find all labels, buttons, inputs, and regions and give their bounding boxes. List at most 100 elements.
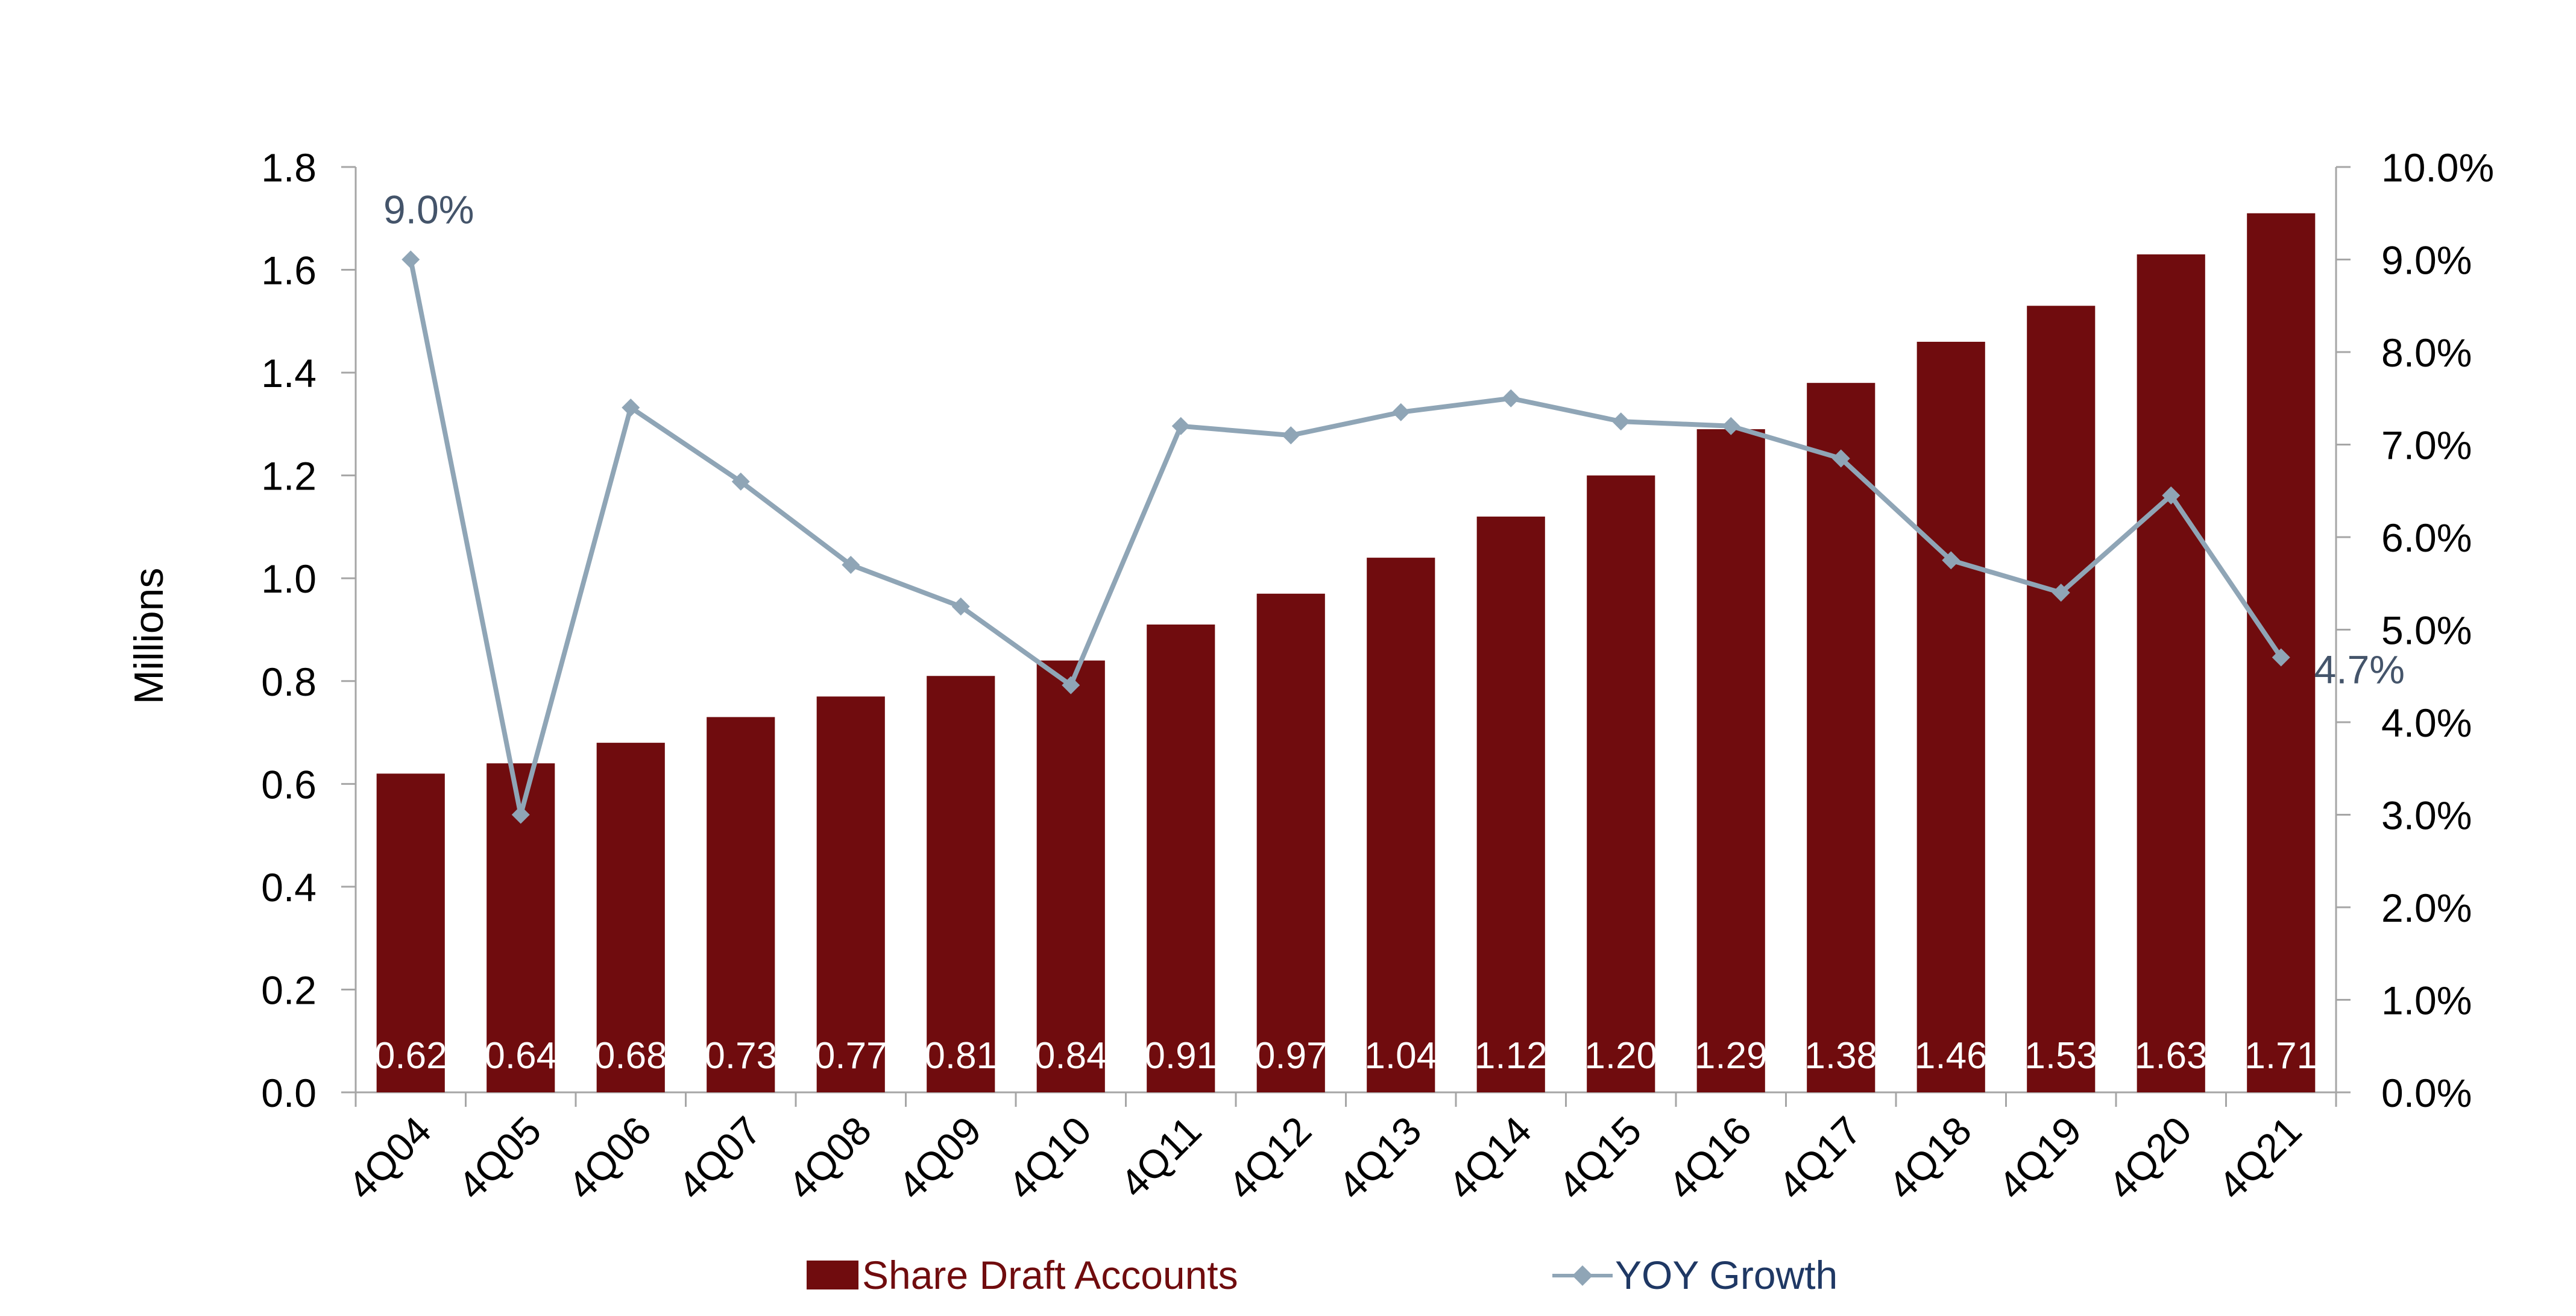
bar-data-label: 1.46 <box>1915 1035 1988 1077</box>
bar <box>1476 516 1545 1092</box>
x-axis-tick-labels: 4Q04 4Q05 4Q06 4Q07 4Q08 4Q09 4Q10 4Q11 4Q12 4Q13… <box>339 1108 2310 1209</box>
line-point-marker <box>2162 486 2181 505</box>
bar <box>1807 383 1875 1092</box>
y-right-tick-label: 10.0% <box>2381 145 2494 190</box>
legend-swatch-bar <box>807 1261 858 1289</box>
line-data-label: 9.0% <box>383 187 474 232</box>
x-tick-label: 4Q07 <box>669 1108 770 1209</box>
bar-data-label: 1.71 <box>2244 1035 2317 1077</box>
bar <box>2137 254 2205 1093</box>
x-tick-label: 4Q21 <box>2209 1108 2310 1209</box>
x-tick-label: 4Q05 <box>449 1108 550 1209</box>
y-right-tick-label: 3.0% <box>2381 793 2472 838</box>
bar <box>1696 429 1765 1092</box>
line-point-marker <box>1611 412 1630 431</box>
y-left-tick-label: 0.2 <box>261 968 316 1012</box>
bar <box>816 696 885 1092</box>
legend-label-share-draft-accounts: Share Draft Accounts <box>862 1253 1238 1297</box>
chart-legend: Share Draft Accounts YOY Growth <box>0 1251 2576 1299</box>
line-point-marker <box>1062 676 1080 694</box>
y-left-tick-label: 1.2 <box>261 454 316 499</box>
x-tick-label: 4Q14 <box>1440 1108 1540 1209</box>
bar-data-label: 0.91 <box>1144 1035 1217 1077</box>
bar-data-label: 0.81 <box>924 1035 997 1077</box>
y-right-tick-label: 8.0% <box>2381 330 2472 375</box>
bar <box>376 773 445 1092</box>
line-point-marker <box>1502 389 1520 408</box>
bar <box>1147 624 1215 1092</box>
bar <box>2027 306 2096 1092</box>
line-point-marker <box>511 805 530 824</box>
y-left-tick-label: 1.0 <box>261 556 316 601</box>
y-left-tick-label: 0.4 <box>261 865 316 910</box>
legend-item-share-draft-accounts: Share Draft Accounts <box>807 1251 1238 1299</box>
yoy-growth-line <box>408 259 2284 817</box>
bar-series <box>376 213 2316 1093</box>
line-point-marker <box>2272 648 2290 667</box>
y-left-tick-label: 1.8 <box>261 145 316 190</box>
bar-data-label: 1.20 <box>1584 1035 1657 1077</box>
x-tick-label: 4Q13 <box>1329 1108 1430 1209</box>
legend-swatch-line <box>1552 1261 1613 1289</box>
y-right-tick-label: 6.0% <box>2381 515 2472 560</box>
y-left-tick-label: 0.6 <box>261 762 316 807</box>
bar-data-label: 0.62 <box>374 1035 447 1077</box>
bar <box>1916 341 1985 1092</box>
line-series: 9.0% 4.7% <box>383 187 2405 824</box>
bar-data-label: 1.53 <box>2024 1035 2097 1077</box>
x-tick-label: 4Q08 <box>779 1108 880 1209</box>
chart-axes: 0.0 0.2 0.4 0.6 0.8 1.0 1.2 1.4 1.6 1.8 0.0% 1.0% 2.… <box>261 145 2494 1115</box>
bar-data-label: 1.29 <box>1695 1035 1768 1077</box>
x-tick-label: 4Q04 <box>339 1108 440 1209</box>
line-point-marker <box>1391 403 1410 421</box>
bar-data-label: 0.68 <box>594 1035 667 1077</box>
x-tick-label: 4Q15 <box>1549 1108 1650 1209</box>
line-point-marker <box>842 556 860 575</box>
line-point-marker <box>1942 551 1960 570</box>
bar-data-label: 0.84 <box>1034 1035 1107 1077</box>
bar-data-label: 0.73 <box>704 1035 777 1077</box>
y-right-tick-label: 0.0% <box>2381 1071 2472 1115</box>
y-right-tick-label: 9.0% <box>2381 238 2472 283</box>
line-point-marker <box>402 250 420 269</box>
x-tick-label: 4Q17 <box>1769 1108 1870 1209</box>
bar-data-labels: 0.62 0.64 0.68 0.73 0.77 0.81 0.84 0.91 0.97 1.04… <box>374 1035 2317 1077</box>
bar-data-label: 1.38 <box>1804 1035 1877 1077</box>
y-left-tick-label: 0.0 <box>261 1071 316 1115</box>
line-point-marker <box>1831 449 1850 468</box>
line-point-marker <box>1282 426 1300 445</box>
bar <box>1036 660 1105 1092</box>
y-left-tick-label: 0.8 <box>261 660 316 704</box>
bar <box>1587 475 1655 1092</box>
x-tick-label: 4Q12 <box>1220 1108 1320 1209</box>
x-tick-label: 4Q11 <box>1112 1108 1210 1206</box>
bar <box>1367 558 1435 1092</box>
bar-data-label: 1.12 <box>1475 1035 1548 1077</box>
y-left-tick-label: 1.6 <box>261 248 316 293</box>
y-right-tick-label: 5.0% <box>2381 608 2472 653</box>
x-tick-label: 4Q10 <box>1000 1108 1100 1209</box>
y-right-tick-label: 4.0% <box>2381 701 2472 745</box>
line-point-marker <box>731 472 750 491</box>
y-right-tick-label: 7.0% <box>2381 423 2472 468</box>
line-point-marker <box>1722 417 1740 435</box>
legend-label-yoy-growth: YOY Growth <box>1615 1253 1838 1297</box>
y-left-tick-label: 1.4 <box>261 351 316 395</box>
y-right-tick-label: 2.0% <box>2381 886 2472 930</box>
line-point-marker <box>2052 584 2070 602</box>
x-tick-label: 4Q09 <box>889 1108 990 1209</box>
bar-data-label: 1.04 <box>1364 1035 1437 1077</box>
bar-data-label: 0.97 <box>1255 1035 1327 1077</box>
x-tick-label: 4Q16 <box>1660 1108 1760 1209</box>
bar <box>596 743 665 1092</box>
bar <box>927 676 995 1092</box>
line-data-label: 4.7% <box>2314 647 2405 692</box>
bar-data-label: 1.63 <box>2135 1035 2208 1077</box>
bar <box>1256 593 1325 1092</box>
x-tick-label: 4Q19 <box>1989 1108 2090 1209</box>
line-point-marker <box>951 597 970 616</box>
y-right-tick-label: 1.0% <box>2381 978 2472 1023</box>
x-tick-label: 4Q18 <box>1880 1108 1980 1209</box>
y-axis-left-label: Millions <box>126 568 172 705</box>
